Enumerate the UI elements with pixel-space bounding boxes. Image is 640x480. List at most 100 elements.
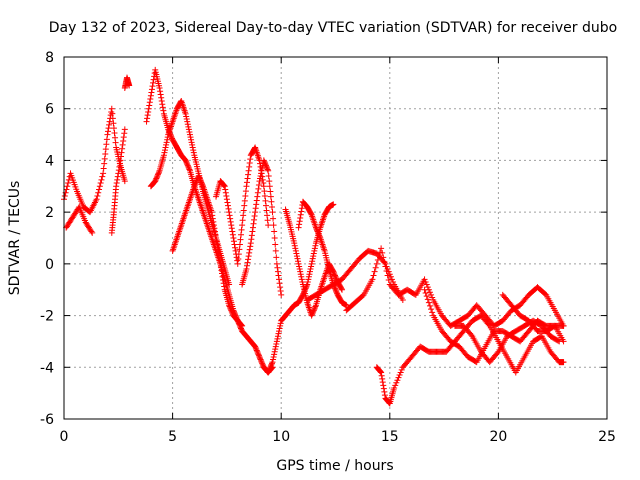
data-point [210, 222, 217, 229]
data-point [274, 333, 281, 340]
data-point [422, 289, 429, 296]
data-point [154, 172, 161, 179]
data-point [276, 325, 283, 332]
data-point [195, 172, 202, 179]
data-point [253, 201, 260, 208]
data-point [185, 123, 192, 130]
data-point [252, 343, 259, 350]
data-point [303, 282, 310, 289]
series-sat-a [61, 105, 128, 216]
data-point [331, 285, 338, 292]
data-point [119, 141, 126, 148]
series-sat-i [239, 157, 285, 298]
data-point [260, 157, 267, 164]
x-tick-label: 20 [489, 429, 507, 445]
data-point [237, 236, 244, 243]
data-point [103, 136, 110, 143]
data-point [245, 256, 252, 263]
data-point [423, 281, 430, 288]
data-point [223, 196, 230, 203]
data-point [264, 166, 271, 173]
data-point [258, 357, 265, 364]
data-point [265, 368, 272, 375]
data-point [184, 121, 191, 128]
data-point [262, 162, 269, 169]
data-point [332, 286, 339, 293]
data-point [261, 188, 268, 195]
data-point [377, 368, 384, 375]
data-point [153, 175, 160, 182]
data-point [221, 182, 228, 189]
data-point [306, 271, 313, 278]
data-point [228, 222, 235, 229]
data-point [312, 303, 319, 310]
data-point [314, 227, 321, 234]
data-point [245, 167, 252, 174]
data-point [291, 240, 298, 247]
data-point [222, 186, 229, 193]
y-tick-label: 0 [45, 257, 54, 273]
data-point [196, 175, 203, 182]
data-point [230, 238, 237, 245]
data-point [269, 209, 276, 216]
data-point [190, 147, 197, 154]
data-point [378, 372, 385, 379]
data-point [247, 243, 254, 250]
y-tick-label: 4 [45, 153, 54, 169]
data-point [227, 215, 234, 222]
data-point [97, 180, 104, 187]
data-point [424, 296, 431, 303]
data-point [257, 356, 264, 363]
data-point [186, 131, 193, 138]
data-point [267, 188, 274, 195]
data-point [258, 167, 265, 174]
data-point [312, 224, 319, 231]
data-point [242, 192, 249, 199]
data-point [379, 379, 386, 386]
data-point [245, 253, 252, 260]
data-point [295, 258, 302, 265]
data-point [255, 352, 262, 359]
data-point [293, 250, 300, 257]
data-point [144, 112, 151, 119]
data-point [215, 251, 222, 258]
data-point [421, 286, 428, 293]
data-point [381, 388, 388, 395]
data-point [268, 360, 275, 367]
data-point [111, 129, 118, 136]
data-point [429, 294, 436, 301]
data-point [384, 272, 391, 279]
data-point [338, 285, 345, 292]
data-point [117, 157, 124, 164]
data-point [238, 321, 245, 328]
data-point [219, 273, 226, 280]
data-point [243, 179, 250, 186]
data-point [225, 205, 232, 212]
data-point [297, 271, 304, 278]
data-point [381, 258, 388, 265]
data-point [370, 272, 377, 279]
data-point [296, 218, 303, 225]
data-point [147, 92, 154, 99]
data-point [108, 105, 115, 112]
data-point [271, 348, 278, 355]
data-point [252, 209, 259, 216]
data-point [196, 174, 203, 181]
y-tick-label: -4 [40, 360, 54, 376]
data-point [267, 364, 274, 371]
data-point [399, 297, 406, 304]
data-point [304, 278, 311, 285]
data-point [292, 247, 299, 254]
data-point [263, 207, 270, 214]
data-point [315, 229, 322, 236]
data-point [377, 368, 384, 375]
y-tick-label: -6 [40, 412, 54, 428]
data-point [101, 155, 108, 162]
data-point [391, 384, 398, 391]
data-point [156, 85, 163, 92]
data-point [382, 263, 389, 270]
data-point [398, 366, 405, 373]
data-point [192, 179, 199, 186]
data-point [252, 344, 259, 351]
